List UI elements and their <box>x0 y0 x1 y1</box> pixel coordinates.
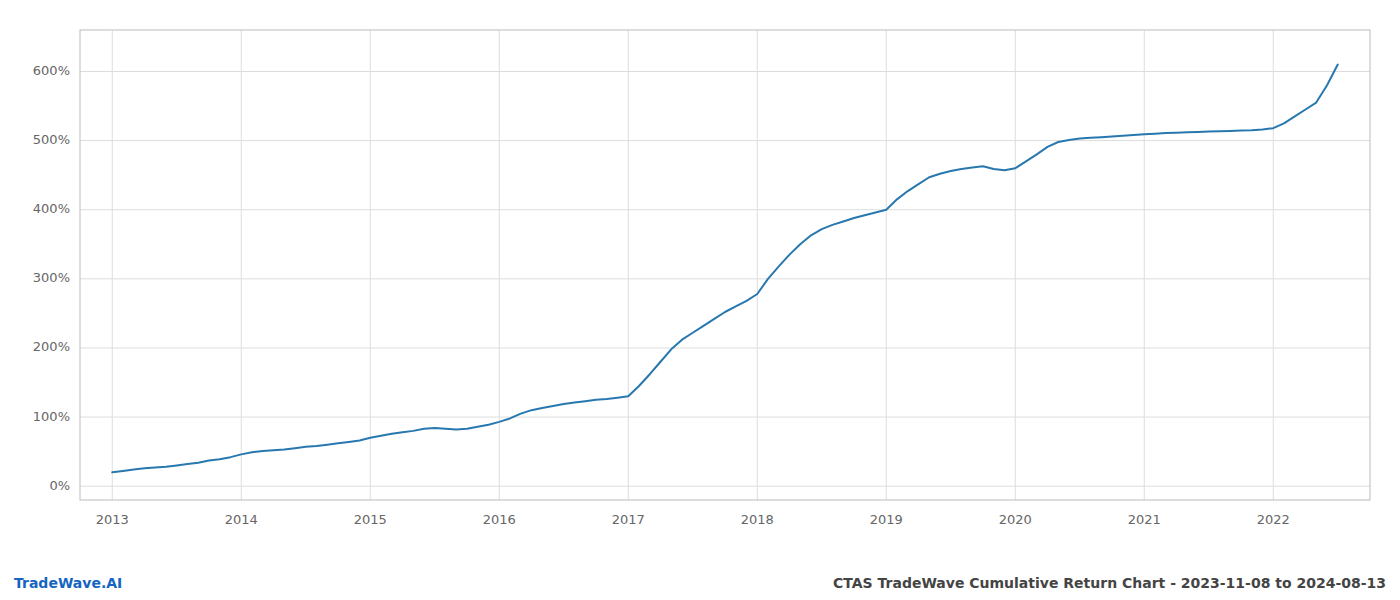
y-grid-line <box>80 140 1370 141</box>
title: CTAS TradeWave Cumulative Return Chart -… <box>833 575 1386 591</box>
y-tick-label: 300% <box>33 270 70 285</box>
x-grid-line <box>1273 30 1274 500</box>
x-grid-line <box>499 30 500 500</box>
line <box>112 65 1338 473</box>
y-grid-line <box>80 486 1370 487</box>
x-tick-label: 2013 <box>96 512 129 527</box>
x-grid-line <box>886 30 887 500</box>
y-tick-label: 400% <box>33 201 70 216</box>
x-tick-label: 2021 <box>1128 512 1161 527</box>
x-tick-label: 2017 <box>612 512 645 527</box>
y-grid-line <box>80 417 1370 418</box>
y-grid-line <box>80 347 1370 348</box>
x-tick-label: 2014 <box>225 512 258 527</box>
x-grid-line <box>628 30 629 500</box>
tick-labels: 0% 100% 200% 300% 400% 500% 600% 2013 2014 2015 20… <box>33 63 1290 527</box>
x-tick-label: 2022 <box>1257 512 1290 527</box>
y-tick-label: 100% <box>33 409 70 424</box>
plot-frame <box>80 30 1370 500</box>
x-grid-line <box>112 30 113 500</box>
x-tick-label: 2016 <box>483 512 516 527</box>
y-tick-label: 500% <box>33 132 70 147</box>
y-tick-label: 600% <box>33 63 70 78</box>
x-tick-label: 2018 <box>741 512 774 527</box>
y-grid-line <box>80 209 1370 210</box>
x-tick-label: 2019 <box>870 512 903 527</box>
y-grid-line <box>80 278 1370 279</box>
y-tick-label: 0% <box>49 478 70 493</box>
y-grid-line <box>80 71 1370 72</box>
x-grid-line <box>370 30 371 500</box>
watermark: TradeWave.AI <box>14 575 122 591</box>
x-grid-line <box>1015 30 1016 500</box>
x-grid-line <box>241 30 242 500</box>
x-grid-line <box>757 30 758 500</box>
x-tick-label: 2015 <box>354 512 387 527</box>
chart: 0% 100% 200% 300% 400% 500% 600% 2013 2014 2015 20… <box>0 0 1400 600</box>
grid <box>80 30 1370 500</box>
x-tick-label: 2020 <box>999 512 1032 527</box>
series-group <box>112 65 1338 473</box>
x-grid-line <box>1144 30 1145 500</box>
y-tick-label: 200% <box>33 339 70 354</box>
